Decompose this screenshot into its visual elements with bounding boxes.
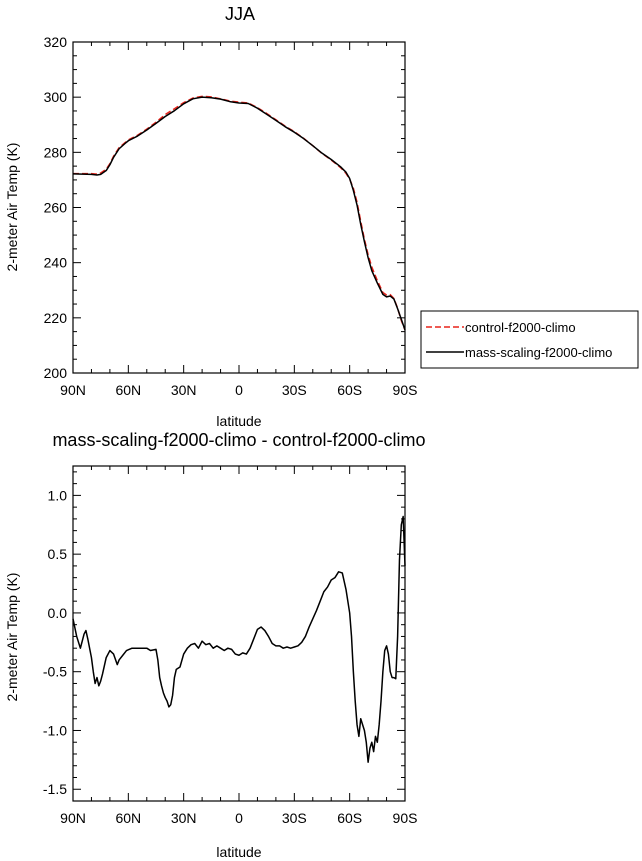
legend: control-f2000-climo mass-scaling-f2000-c… bbox=[420, 310, 639, 369]
y-tick-label: 200 bbox=[44, 365, 68, 381]
x-tick-label: 30S bbox=[282, 382, 307, 398]
y-tick-label: -1.0 bbox=[43, 722, 67, 738]
legend-box bbox=[420, 310, 639, 369]
x-tick-label: 60N bbox=[115, 810, 141, 826]
series-line-mass-scaling-f2000-climo bbox=[72, 96, 406, 331]
x-tick-label: 90S bbox=[393, 810, 418, 826]
x-axis-label: latitude bbox=[216, 413, 261, 429]
temperature-panel: JJA latitude 2-meter Air Temp (K) 90N 60N… bbox=[4, 4, 417, 429]
y-tick-label: 280 bbox=[44, 144, 68, 160]
x-tick-label: 30S bbox=[282, 810, 307, 826]
y-tick-label: 0.0 bbox=[48, 605, 68, 621]
x-tick-label: 60S bbox=[337, 382, 362, 398]
plot-frame bbox=[72, 41, 406, 374]
x-axis-label: latitude bbox=[216, 844, 261, 860]
x-tick-label: 60S bbox=[337, 810, 362, 826]
x-tick-label: 0 bbox=[235, 810, 243, 826]
x-tick-label: 0 bbox=[235, 382, 243, 398]
series-line-difference bbox=[72, 515, 406, 763]
x-tick-label: 30N bbox=[171, 810, 197, 826]
y-tick-label: 300 bbox=[44, 89, 68, 105]
series-line-control-f2000-climo bbox=[73, 95, 406, 331]
y-tick-label: -1.5 bbox=[43, 781, 67, 797]
x-tick-label: 90N bbox=[60, 810, 86, 826]
difference-panel: mass-scaling-f2000-climo - control-f2000… bbox=[4, 430, 426, 860]
x-tick-label: 30N bbox=[171, 382, 197, 398]
y-tick-label: 260 bbox=[44, 200, 68, 216]
legend-label-control: control-f2000-climo bbox=[465, 320, 576, 335]
legend-label-mass-scaling: mass-scaling-f2000-climo bbox=[465, 345, 612, 360]
y-tick-label: 320 bbox=[44, 34, 68, 50]
y-tick-label: 220 bbox=[44, 310, 68, 326]
y-tick-label: 240 bbox=[44, 255, 68, 271]
y-tick-label: -0.5 bbox=[43, 664, 67, 680]
y-axis-label: 2-meter Air Temp (K) bbox=[4, 573, 20, 702]
y-tick-label: 0.5 bbox=[48, 546, 68, 562]
x-tick-label: 90S bbox=[393, 382, 418, 398]
y-axis-label: 2-meter Air Temp (K) bbox=[4, 143, 20, 272]
x-tick-label: 90N bbox=[60, 382, 86, 398]
y-tick-label: 1.0 bbox=[48, 487, 68, 503]
chart-title: mass-scaling-f2000-climo - control-f2000… bbox=[52, 430, 425, 450]
chart-title: JJA bbox=[225, 4, 255, 24]
plot-frame bbox=[72, 465, 406, 802]
x-tick-label: 60N bbox=[115, 382, 141, 398]
